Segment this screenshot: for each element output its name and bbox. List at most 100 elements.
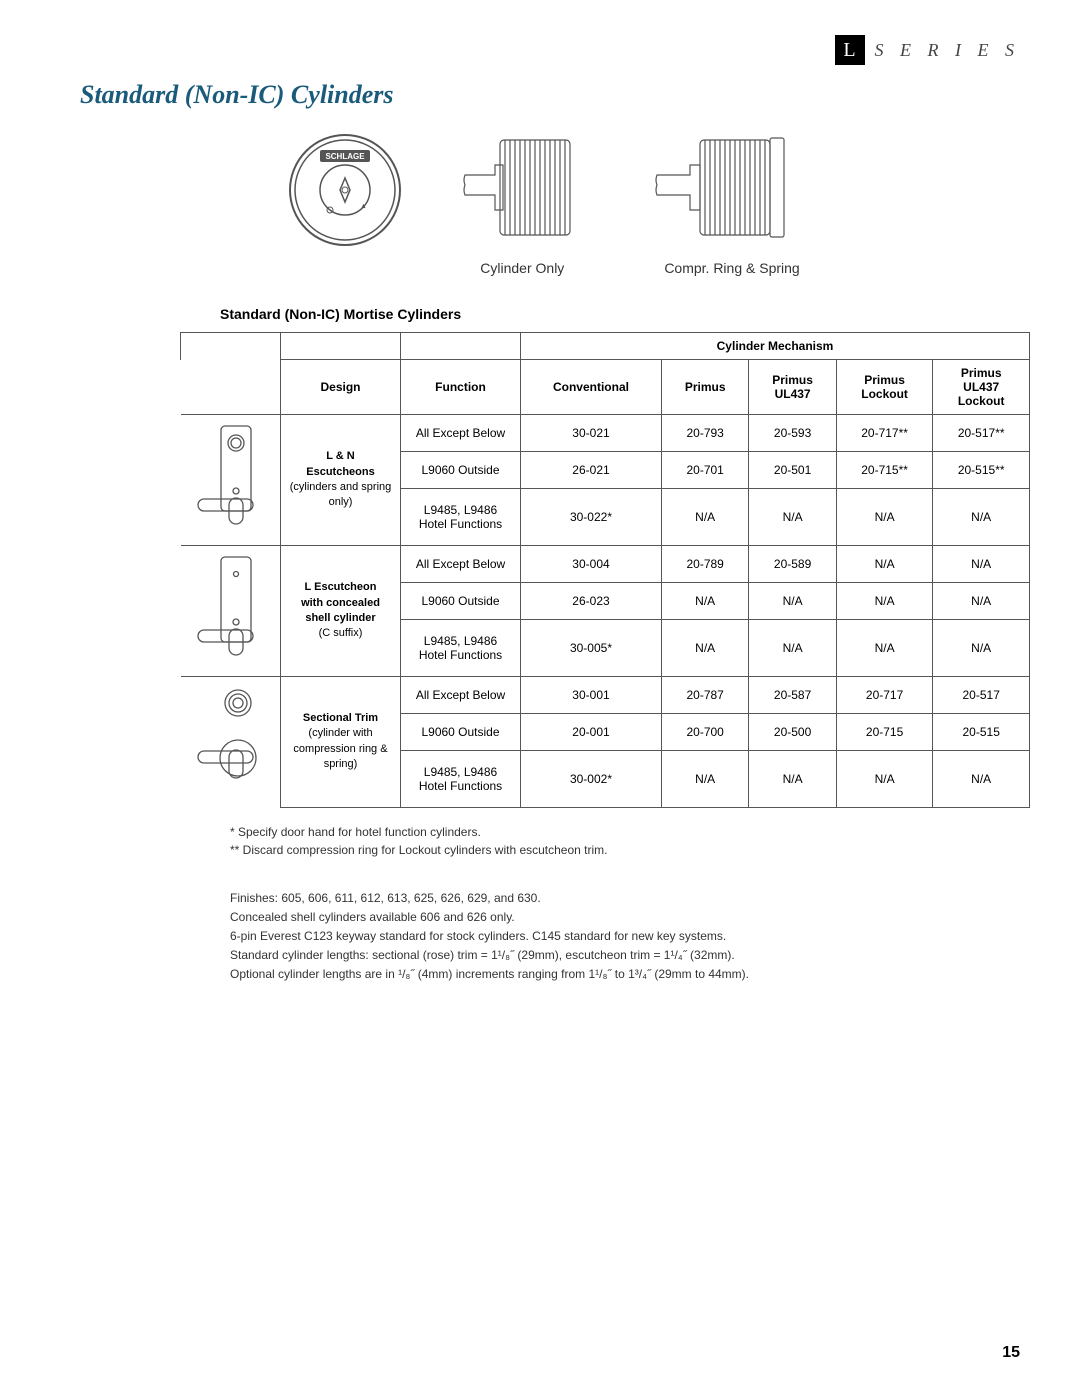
value-cell: N/A [933, 751, 1030, 807]
function-cell: All Except Below [401, 415, 521, 452]
value-cell: 30-002* [521, 751, 662, 807]
value-cell: 20-717** [836, 415, 933, 452]
caption-cylinder-only: Cylinder Only [480, 260, 564, 276]
design-icon-cell [181, 546, 281, 677]
value-cell: N/A [749, 620, 836, 677]
caption-row: Cylinder Only Compr. Ring & Spring [260, 260, 1020, 276]
value-cell: N/A [933, 583, 1030, 620]
cylinder-table: Cylinder Mechanism Design Function Conve… [180, 332, 1030, 808]
brand-l: L [843, 39, 855, 62]
hdr-blank3 [401, 333, 521, 360]
page-title: Standard (Non-IC) Cylinders [80, 80, 1020, 110]
hdr-mechanism-label: Cylinder Mechanism [717, 339, 834, 353]
value-cell: 20-587 [749, 677, 836, 714]
cylinder-face-diagram: SCHLAGE ▲ [285, 130, 405, 250]
table-row: L & N Escutcheons(cylinders and spring o… [181, 415, 1030, 452]
value-cell: N/A [933, 546, 1030, 583]
value-cell: 20-589 [749, 546, 836, 583]
note-line: 6-pin Everest C123 keyway standard for s… [230, 927, 960, 946]
value-cell: 20-001 [521, 714, 662, 751]
value-cell: 20-517 [933, 677, 1030, 714]
hdr-primus-label: Primus [685, 380, 726, 394]
value-cell: 20-789 [661, 546, 748, 583]
value-cell: N/A [661, 751, 748, 807]
hdr-design: Design [281, 360, 401, 415]
hdr-primus-ul437-lockout: Primus UL437 Lockout [933, 360, 1030, 415]
value-cell: 20-715** [836, 452, 933, 489]
design-label-cell: L Escutcheon with concealed shell cylind… [281, 546, 401, 677]
hdr-blank1 [181, 333, 281, 360]
value-cell: N/A [836, 546, 933, 583]
value-cell: 30-005* [521, 620, 662, 677]
value-cell: N/A [661, 620, 748, 677]
table-row: Sectional Trim(cylinder with compression… [181, 677, 1030, 714]
hdr-primus: Primus [661, 360, 748, 415]
illustration-row: SCHLAGE ▲ [60, 130, 1020, 250]
value-cell: 20-787 [661, 677, 748, 714]
value-cell: 20-701 [661, 452, 748, 489]
design-label-cell: Sectional Trim(cylinder with compression… [281, 677, 401, 808]
value-cell: 20-500 [749, 714, 836, 751]
brand-l-box: L [835, 35, 865, 65]
hdr-design-label: Design [320, 380, 360, 394]
function-cell: L9060 Outside [401, 452, 521, 489]
hdr-primus-ul437-lockout-label: Primus UL437 Lockout [958, 366, 1005, 408]
brand-series: S E R I E S [875, 40, 1020, 61]
design-icon-cell [181, 677, 281, 808]
hdr-primus-ul437: Primus UL437 [749, 360, 836, 415]
value-cell: 20-700 [661, 714, 748, 751]
value-cell: N/A [661, 583, 748, 620]
hdr-conventional-label: Conventional [553, 380, 629, 394]
function-cell: L9485, L9486 Hotel Functions [401, 620, 521, 677]
table-row: L Escutcheon with concealed shell cylind… [181, 546, 1030, 583]
design-icon-cell [181, 415, 281, 546]
hdr-primus-lockout: Primus Lockout [836, 360, 933, 415]
design-label-cell: L & N Escutcheons(cylinders and spring o… [281, 415, 401, 546]
function-cell: L9485, L9486 Hotel Functions [401, 751, 521, 807]
footnotes: * Specify door hand for hotel function c… [230, 823, 1020, 859]
value-cell: N/A [836, 751, 933, 807]
value-cell: 30-001 [521, 677, 662, 714]
hdr-primus-lockout-label: Primus Lockout [861, 373, 908, 401]
function-cell: L9060 Outside [401, 714, 521, 751]
value-cell: N/A [836, 489, 933, 546]
note-line: Optional cylinder lengths are in ¹/₈˝ (4… [230, 965, 960, 984]
value-cell: 20-715 [836, 714, 933, 751]
value-cell: 20-593 [749, 415, 836, 452]
hdr-function-label: Function [435, 380, 486, 394]
value-cell: 26-023 [521, 583, 662, 620]
value-cell: 20-717 [836, 677, 933, 714]
value-cell: N/A [749, 489, 836, 546]
note-line: Concealed shell cylinders available 606 … [230, 908, 960, 927]
hdr-conventional: Conventional [521, 360, 662, 415]
hdr-function: Function [401, 360, 521, 415]
value-cell: 26-021 [521, 452, 662, 489]
footnote-line: ** Discard compression ring for Lockout … [230, 841, 1020, 859]
hdr-primus-ul437-label: Primus UL437 [772, 373, 813, 401]
hdr-icon-blank [181, 360, 281, 415]
caption-compr-ring-spring: Compr. Ring & Spring [664, 260, 799, 276]
note-line: Finishes: 605, 606, 611, 612, 613, 625, … [230, 889, 960, 908]
value-cell: N/A [933, 620, 1030, 677]
value-cell: N/A [836, 620, 933, 677]
value-cell: N/A [749, 583, 836, 620]
value-cell: N/A [749, 751, 836, 807]
brand-header: L S E R I E S [835, 35, 1020, 65]
notes-block: Finishes: 605, 606, 611, 612, 613, 625, … [230, 889, 960, 985]
value-cell: 30-022* [521, 489, 662, 546]
hdr-blank2 [281, 333, 401, 360]
value-cell: 20-501 [749, 452, 836, 489]
note-line: Standard cylinder lengths: sectional (ro… [230, 946, 960, 965]
value-cell: 30-021 [521, 415, 662, 452]
value-cell: 20-515** [933, 452, 1030, 489]
function-cell: L9060 Outside [401, 583, 521, 620]
footnote-line: * Specify door hand for hotel function c… [230, 823, 1020, 841]
value-cell: 20-517** [933, 415, 1030, 452]
value-cell: 30-004 [521, 546, 662, 583]
hdr-mechanism: Cylinder Mechanism [521, 333, 1030, 360]
svg-text:▲: ▲ [360, 203, 367, 210]
function-cell: All Except Below [401, 677, 521, 714]
function-cell: L9485, L9486 Hotel Functions [401, 489, 521, 546]
cylinder-only-diagram [455, 130, 595, 250]
section-label: Standard (Non-IC) Mortise Cylinders [220, 306, 1020, 322]
